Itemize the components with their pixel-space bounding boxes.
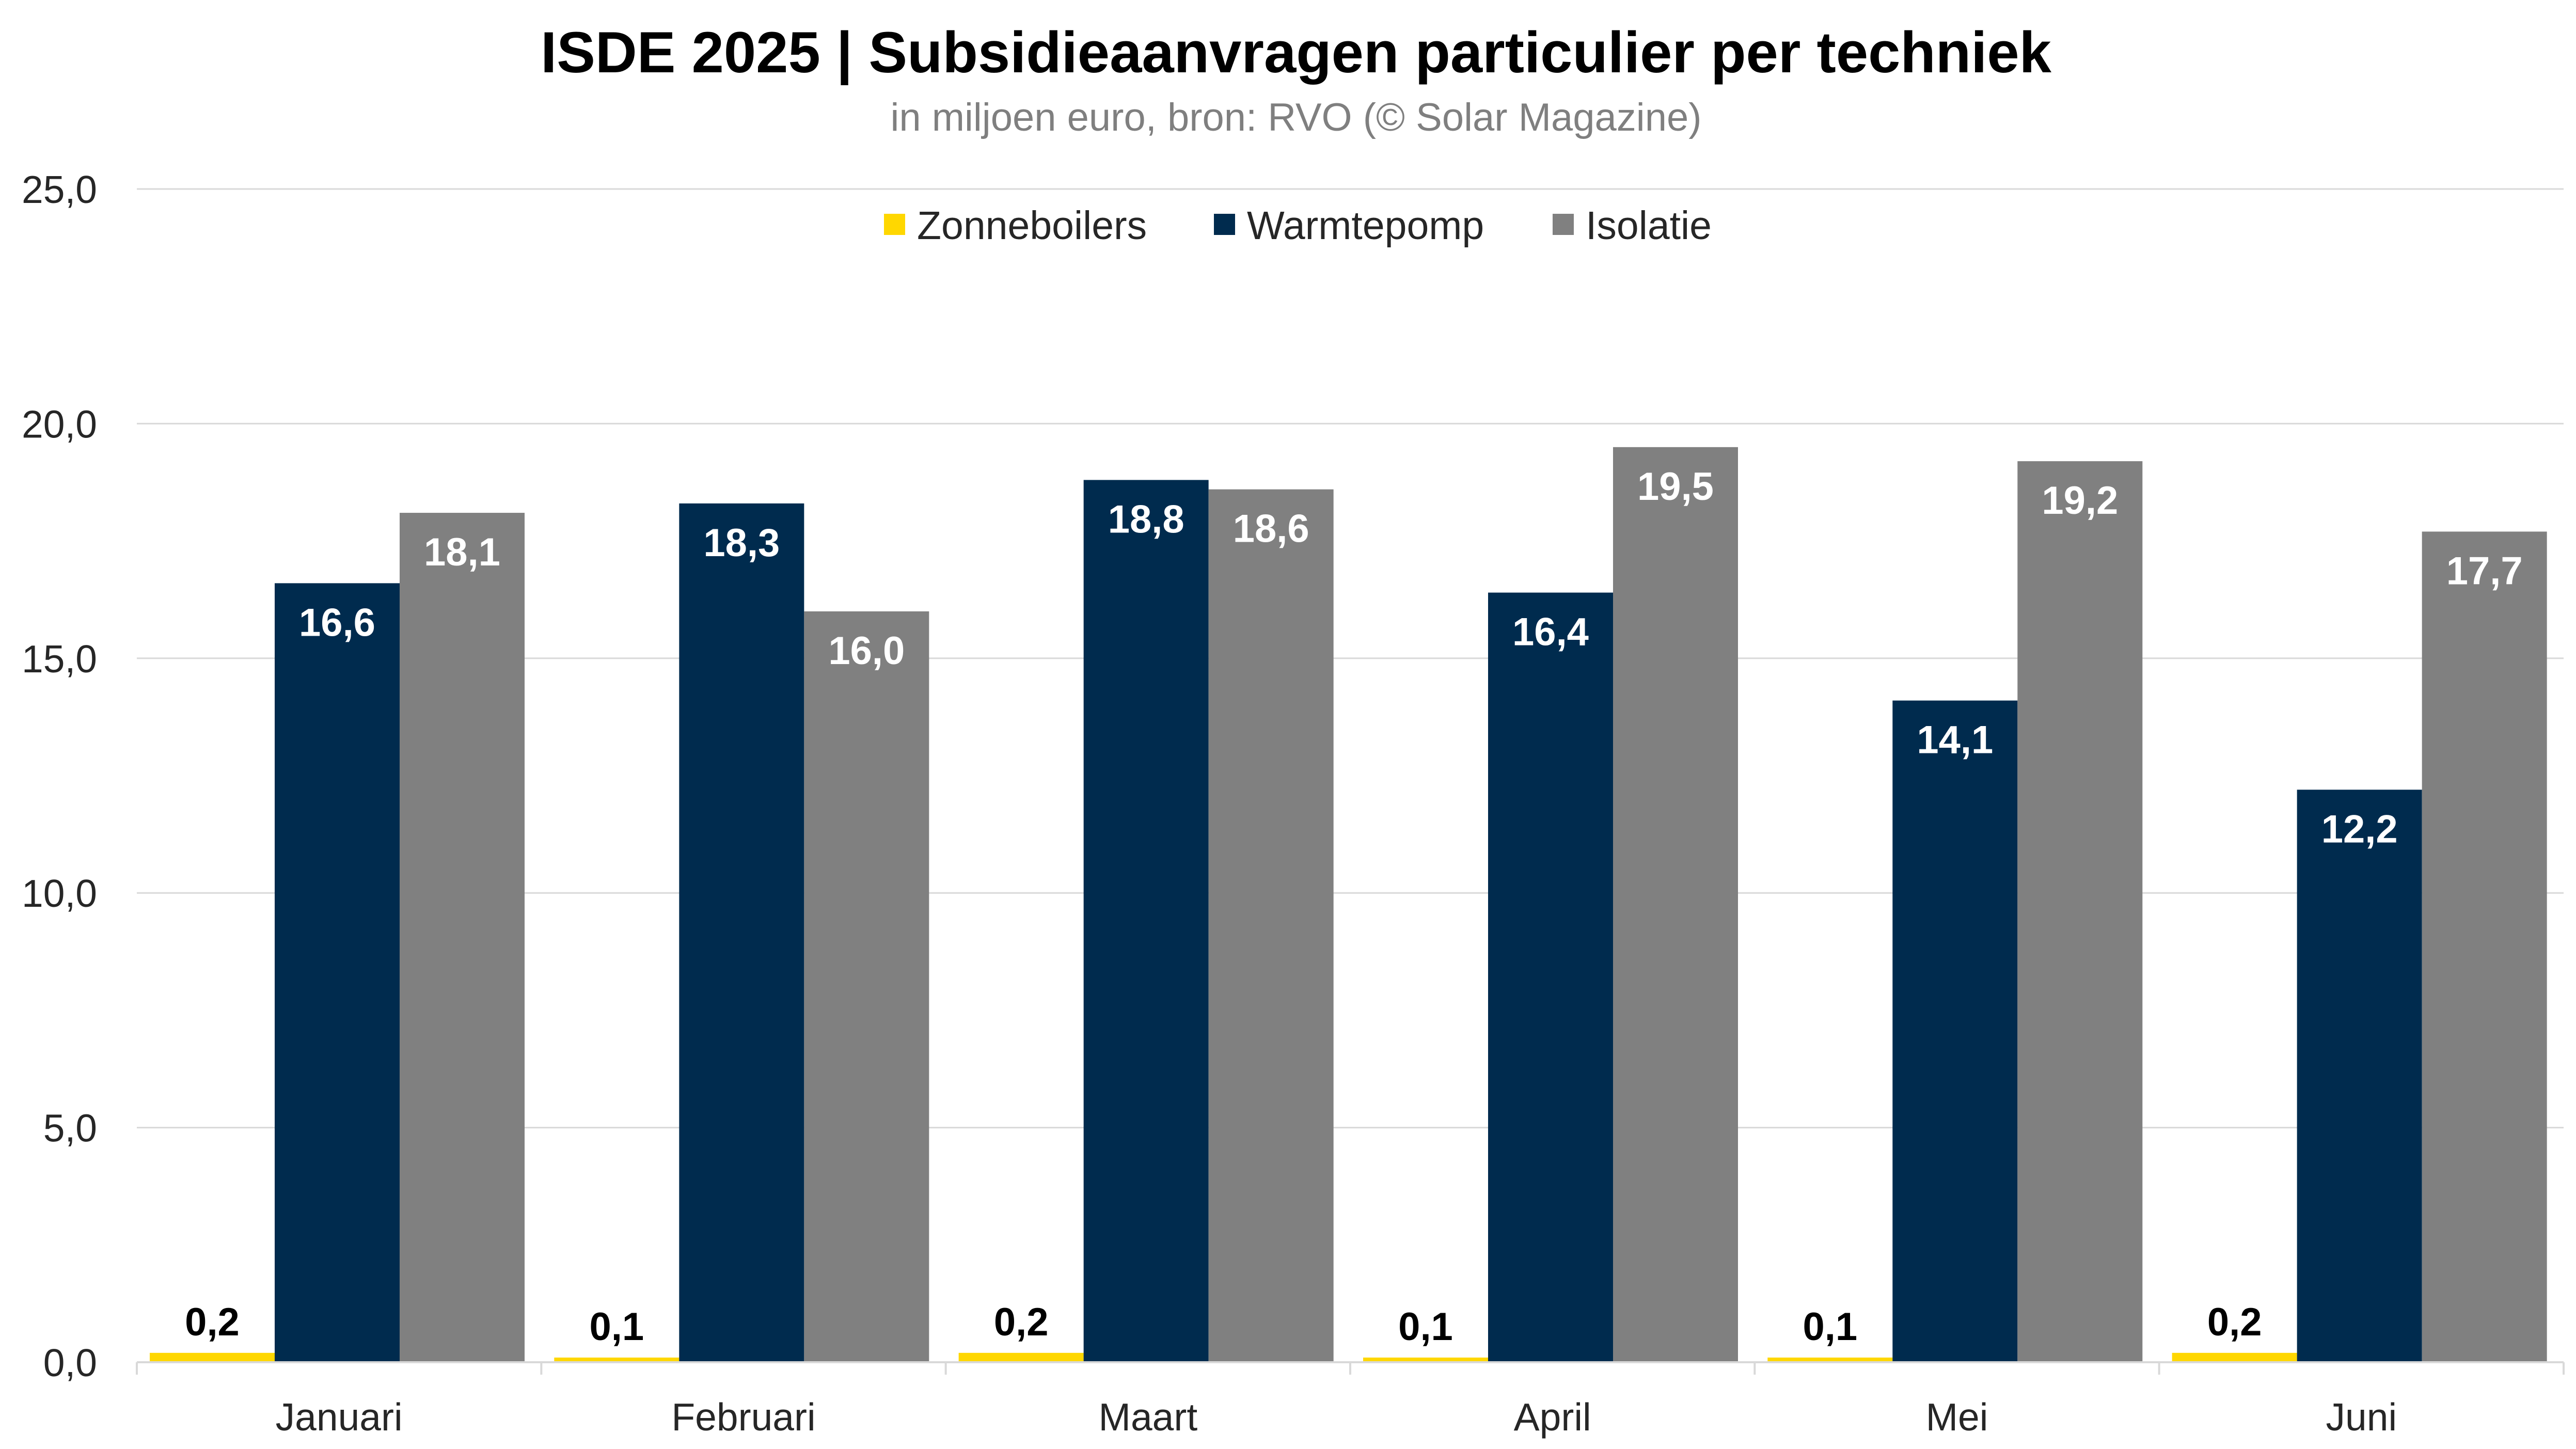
y-tick-label: 20,0 [22,402,97,446]
legend: Zonneboilers Warmtepomp Isolatie [884,203,1712,248]
bar-zonneboilers-juni [2172,1352,2297,1362]
bar-zonneboilers-april [1363,1357,1488,1362]
bar-isolatie-mei [2017,461,2143,1362]
data-label: 16,6 [299,601,375,644]
x-tick-label: April [1514,1395,1591,1439]
y-tick-label: 0,0 [43,1341,97,1384]
bar-zonneboilers-februari [554,1357,679,1362]
data-label: 0,2 [994,1300,1049,1344]
data-label: 19,2 [2042,479,2118,523]
y-tick-label: 10,0 [22,872,97,915]
bar-warmtepomp-mei [1892,700,2018,1362]
data-label: 17,7 [2446,549,2523,593]
data-label: 16,4 [1512,610,1589,654]
x-tick-label: Mei [1926,1395,1988,1439]
gridlines [137,188,2564,1129]
legend-label: Zonneboilers [917,203,1147,248]
x-tick-label: Juni [2326,1395,2397,1439]
data-label: 0,1 [1398,1305,1453,1349]
data-label: 19,5 [1637,465,1714,509]
data-label: 14,1 [1917,718,1993,762]
data-label: 0,2 [185,1300,240,1344]
bar-isolatie-april [1613,447,1738,1362]
bar-zonneboilers-maart [958,1352,1084,1362]
legend-swatch [884,214,905,235]
legend-item-warmtepomp: Warmtepomp [1214,203,1484,248]
legend-item-isolatie: Isolatie [1553,203,1712,248]
bar-isolatie-juni [2422,531,2547,1362]
data-label: 18,8 [1108,497,1184,541]
bars [150,447,2547,1362]
chart-subtitle: in miljoen euro, bron: RVO (© Solar Maga… [890,96,1701,139]
y-tick-label: 25,0 [22,168,97,211]
y-tick-label: 5,0 [43,1107,97,1150]
data-label: 18,3 [703,521,780,565]
x-axis-ticks: Januari Februari Maart April Mei Juni [276,1395,2397,1439]
legend-swatch [1553,214,1574,235]
bar-warmtepomp-februari [679,503,804,1362]
x-tick-label: Januari [276,1395,403,1439]
bar-isolatie-februari [804,611,929,1362]
bar-warmtepomp-april [1488,592,1613,1362]
data-label: 12,2 [2321,807,2398,851]
bar-isolatie-januari [400,513,525,1362]
data-label: 0,2 [2207,1300,2262,1344]
chart-title: ISDE 2025 | Subsidieaanvragen particulie… [541,20,2052,85]
y-tick-label: 15,0 [22,637,97,681]
data-label: 18,6 [1233,507,1309,551]
legend-label: Isolatie [1586,203,1712,248]
legend-swatch [1214,214,1235,235]
bar-zonneboilers-januari [150,1352,275,1362]
data-label: 0,1 [590,1305,644,1349]
bar-warmtepomp-januari [275,583,400,1362]
legend-label: Warmtepomp [1247,203,1484,248]
x-tick-label: Februari [671,1395,815,1439]
data-label: 18,1 [424,530,500,574]
data-label: 0,1 [1803,1305,1858,1349]
data-label: 16,0 [828,629,905,673]
x-tick-label: Maart [1098,1395,1197,1439]
legend-item-zonneboilers: Zonneboilers [884,203,1147,248]
bar-isolatie-maart [1208,489,1334,1362]
bar-warmtepomp-juni [2297,790,2422,1362]
data-labels: 0,2 0,1 0,2 0,1 0,1 0,2 16,6 18,3 18,8 16,4 14,1 12… [185,465,2522,1349]
bar-warmtepomp-maart [1083,480,1209,1362]
x-axis [136,1361,2565,1375]
bar-zonneboilers-mei [1767,1357,1893,1362]
y-axis-ticks: 0,0 5,0 10,0 15,0 20,0 25,0 [22,168,97,1384]
